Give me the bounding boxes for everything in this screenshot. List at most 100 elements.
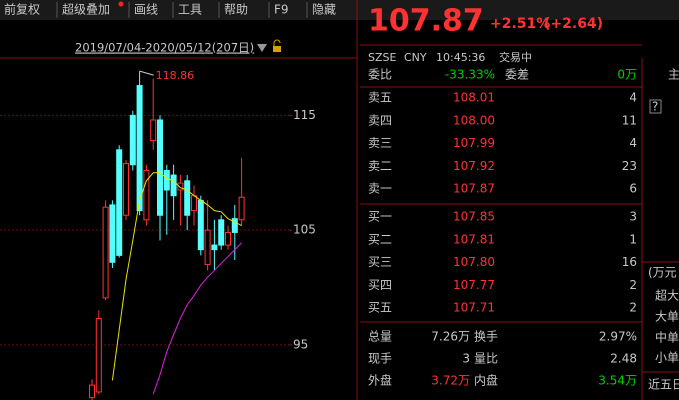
book-price: 107.92 xyxy=(453,159,495,173)
quote-market: SZSE xyxy=(368,51,397,64)
side-panel-text: ? xyxy=(652,100,658,114)
book-volume: 11 xyxy=(622,113,637,127)
candle-body xyxy=(143,169,150,221)
book-label: 买一 xyxy=(368,210,392,224)
book-volume: 23 xyxy=(622,159,637,173)
candle-body xyxy=(136,85,143,212)
candle-body xyxy=(123,163,129,216)
stat-label: 现手 xyxy=(368,352,392,366)
book-volume: 6 xyxy=(629,182,637,196)
toolbar-button[interactable]: 隐藏 xyxy=(312,3,336,17)
stat-label: 换手 xyxy=(474,330,498,344)
candle-body xyxy=(238,196,245,221)
moving-average xyxy=(111,172,242,381)
candle-body xyxy=(231,218,238,233)
dropdown-icon[interactable] xyxy=(257,44,267,52)
side-panel-text: 大单 xyxy=(655,310,679,324)
candle-body xyxy=(157,119,163,216)
date-range[interactable]: 2019/07/04-2020/05/12(207日) xyxy=(75,41,254,55)
side-panel-text: 小单 xyxy=(655,351,679,365)
stat-value: 2.48 xyxy=(610,352,637,366)
book-price: 107.87 xyxy=(453,182,495,196)
toolbar-button[interactable]: 帮助 xyxy=(224,3,248,17)
moving-average xyxy=(152,242,242,395)
stat-value: 3.54万 xyxy=(598,374,637,388)
book-label: 卖五 xyxy=(368,91,392,105)
ratio-value: -33.33% xyxy=(445,68,495,82)
book-price: 107.85 xyxy=(453,210,495,224)
book-price: 107.99 xyxy=(453,136,495,150)
candle-body xyxy=(177,182,184,191)
side-panel-text: 超大 xyxy=(655,288,679,303)
book-label: 卖二 xyxy=(368,159,392,173)
toolbar-button[interactable]: F9 xyxy=(274,3,289,17)
candle-body xyxy=(95,318,102,393)
toolbar-button[interactable]: 画线 xyxy=(134,3,158,17)
candle-body xyxy=(89,384,95,399)
quote-status: 交易中 xyxy=(499,50,532,64)
book-price: 107.80 xyxy=(453,255,495,269)
stat-label: 外盘 xyxy=(368,373,392,388)
diff-label: 委差 xyxy=(505,68,529,82)
book-volume: 4 xyxy=(629,136,637,150)
candle-body xyxy=(204,229,211,266)
y-tick-label: 95 xyxy=(293,337,308,351)
stat-label: 量比 xyxy=(474,352,498,366)
candle-body xyxy=(225,231,231,246)
book-volume: 1 xyxy=(629,232,637,246)
stat-value: 3.72万 xyxy=(431,374,470,388)
change: (+2.64) xyxy=(544,16,603,32)
change-pct: +2.51% xyxy=(490,16,550,32)
book-price: 107.81 xyxy=(453,232,495,246)
candle-body xyxy=(184,180,191,216)
book-volume: 2 xyxy=(629,301,637,315)
toolbar-button[interactable]: 工具 xyxy=(178,3,202,17)
y-tick-label: 105 xyxy=(293,223,316,237)
stat-value: 3 xyxy=(462,352,470,366)
candle-body xyxy=(150,119,157,142)
book-volume: 2 xyxy=(629,278,637,292)
book-label: 买四 xyxy=(368,278,392,292)
candle-body xyxy=(102,206,109,299)
toolbar-bg xyxy=(0,0,679,20)
book-price: 108.01 xyxy=(453,91,495,105)
high-marker xyxy=(139,70,154,76)
candle-body xyxy=(116,149,123,256)
book-price: 107.71 xyxy=(453,301,495,315)
side-panel-text: (万元 xyxy=(648,266,677,280)
book-price: 107.77 xyxy=(453,278,495,292)
candle-body xyxy=(163,169,170,191)
stat-value: 2.97% xyxy=(599,330,637,344)
side-panel-text: 主 xyxy=(668,68,679,82)
candle-body xyxy=(197,199,204,251)
candle-body xyxy=(191,195,197,212)
book-label: 卖三 xyxy=(368,136,392,150)
candle-body xyxy=(218,219,225,246)
diff-value: 0万 xyxy=(617,68,637,82)
stat-value: 7.26万 xyxy=(431,330,470,344)
candle-body xyxy=(211,244,218,251)
book-label: 买五 xyxy=(368,301,392,315)
book-label: 卖一 xyxy=(368,182,392,196)
book-volume: 16 xyxy=(622,255,637,269)
quote-time: 10:45:36 xyxy=(436,51,485,64)
help-box xyxy=(649,99,662,114)
stat-label: 内盘 xyxy=(474,373,498,388)
last-price: 107.87 xyxy=(368,4,484,39)
ratio-label: 委比 xyxy=(368,68,392,82)
lock-icon xyxy=(273,39,281,46)
toolbar-button[interactable]: 超级叠加 xyxy=(62,2,110,17)
book-label: 买二 xyxy=(368,232,392,246)
book-volume: 4 xyxy=(629,91,637,105)
y-tick-label: 115 xyxy=(293,108,316,122)
quote-currency: CNY xyxy=(404,51,427,64)
book-price: 108.00 xyxy=(453,113,495,127)
book-label: 买三 xyxy=(368,255,392,269)
stat-label: 总量 xyxy=(368,330,392,344)
lock-icon[interactable] xyxy=(273,46,281,52)
candle-body xyxy=(170,174,177,197)
toolbar-button[interactable]: 前复权 xyxy=(4,2,40,17)
high-label: 118.86 xyxy=(156,69,195,82)
